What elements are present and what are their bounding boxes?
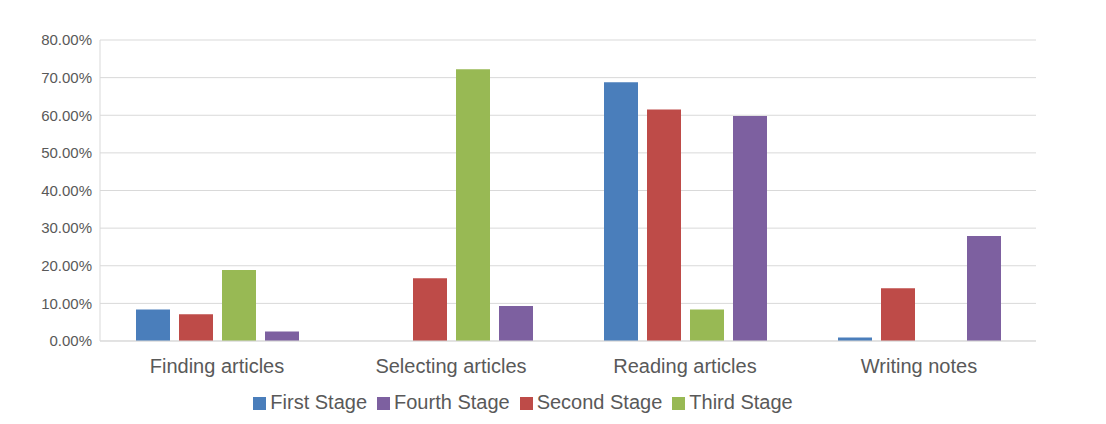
svg-text:Reading articles: Reading articles [613, 355, 756, 377]
html-text:Third Stage: Third Stage [689, 391, 793, 413]
html-text:Second Stage: Second Stage [536, 391, 663, 413]
svg-text:20.00%: 20.00% [41, 257, 92, 274]
svg-text:30.00%: 30.00% [41, 219, 92, 236]
svg-text:Selecting articles: Selecting articles [375, 355, 526, 377]
svg-text:80.00%: 80.00% [41, 31, 92, 48]
html-text:Fourth Stage: Fourth Stage [394, 391, 510, 413]
svg-text:50.00%: 50.00% [41, 144, 92, 161]
html-text:First Stage: First Stage [270, 391, 367, 413]
svg-text:Finding articles: Finding articles [150, 355, 285, 377]
svg-text:60.00%: 60.00% [41, 107, 92, 124]
svg-text:Writing notes: Writing notes [861, 355, 977, 377]
svg-text:70.00%: 70.00% [41, 69, 92, 86]
svg-text:0.00%: 0.00% [49, 332, 92, 349]
svg-text:10.00%: 10.00% [41, 295, 92, 312]
svg-text:40.00%: 40.00% [41, 182, 92, 199]
